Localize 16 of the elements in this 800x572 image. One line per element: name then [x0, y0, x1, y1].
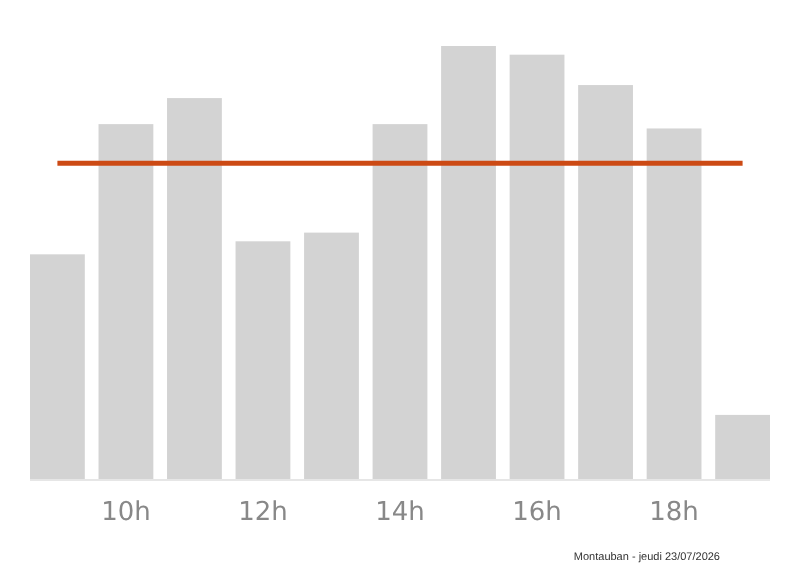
bar	[235, 241, 291, 480]
bar	[98, 124, 154, 480]
bar	[372, 124, 428, 480]
bar	[578, 85, 633, 480]
bar	[509, 54, 565, 480]
bar	[167, 98, 222, 480]
x-tick-label: 16h	[512, 498, 562, 528]
bar	[304, 232, 359, 480]
x-tick-label: 14h	[375, 498, 425, 528]
x-tick-label: 12h	[238, 498, 288, 528]
bar	[715, 414, 770, 480]
bar	[646, 128, 702, 480]
bar	[30, 254, 85, 480]
x-tick-label: 10h	[101, 498, 151, 528]
x-tick-label: 18h	[649, 498, 699, 528]
bar	[441, 46, 496, 480]
